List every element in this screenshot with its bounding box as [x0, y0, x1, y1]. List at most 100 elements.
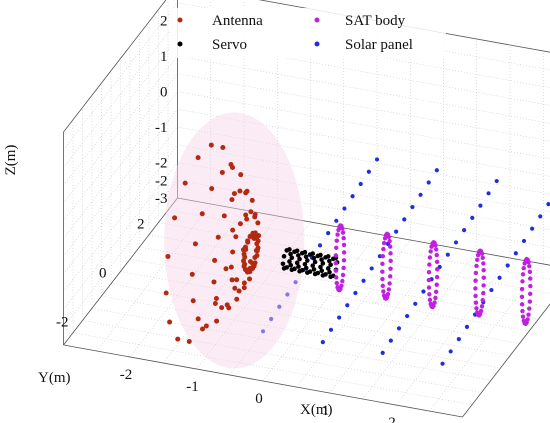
- servo-point: [296, 253, 301, 258]
- sat-body-point: [481, 290, 486, 296]
- grid-line: [262, 233, 378, 382]
- servo-point: [299, 267, 305, 273]
- sat-body-point: [429, 244, 434, 249]
- antenna-point: [186, 339, 192, 345]
- sat-body-point: [427, 292, 432, 297]
- servo-point: [331, 256, 336, 262]
- antenna-point: [243, 190, 249, 196]
- sat-body-point: [388, 258, 393, 264]
- sat-body-point: [341, 265, 346, 271]
- sat-body-point: [387, 238, 392, 244]
- sat-body-point: [388, 251, 393, 256]
- grid-layer: [63, 0, 550, 418]
- sat-body-point: [380, 269, 385, 274]
- grid-line: [101, 295, 501, 369]
- antenna-point: [231, 191, 237, 197]
- sat-body-point: [427, 262, 432, 267]
- z-tick-label: -1: [155, 120, 168, 136]
- sat-body-point: [473, 278, 478, 283]
- antenna-point: [241, 251, 247, 257]
- antenna-point: [230, 227, 236, 233]
- antenna-point: [249, 197, 255, 203]
- solar-panel-point: [328, 327, 334, 332]
- legend-item-solar-panel: Solar panel: [314, 37, 413, 53]
- antenna-point: [195, 155, 201, 161]
- grid-line: [395, 257, 511, 406]
- solar-panel-point: [497, 275, 502, 280]
- antenna-point: [192, 241, 198, 247]
- sat-body-point: [520, 314, 526, 319]
- grid-line: [362, 251, 477, 400]
- antenna-point: [247, 276, 253, 282]
- antenna-point: [229, 277, 235, 283]
- sat-body-point: [528, 291, 533, 297]
- sat-body-point: [333, 253, 339, 258]
- sat-body-point: [521, 266, 526, 271]
- grid-line: [462, 303, 550, 418]
- solar-panel-point: [421, 289, 426, 294]
- sat-body-point: [427, 255, 433, 260]
- sat-body-point: [435, 267, 440, 272]
- sat-body-point: [426, 285, 432, 290]
- solar-panel-point: [260, 329, 266, 334]
- servo-point: [305, 258, 310, 263]
- solar-panel-point: [445, 252, 450, 257]
- servo-point: [294, 260, 300, 266]
- sat-body-point: [474, 263, 479, 269]
- antenna-point: [175, 336, 181, 342]
- grid-line: [129, 209, 245, 358]
- sat-body-point: [427, 297, 433, 303]
- antenna-point: [223, 266, 229, 272]
- antenna-point: [236, 288, 242, 294]
- servo-point: [315, 270, 321, 276]
- servo-point: [303, 254, 309, 260]
- sat-body-point: [341, 242, 347, 248]
- antenna-point: [209, 186, 215, 192]
- antenna-point: [229, 197, 235, 203]
- antenna-point: [250, 261, 256, 267]
- solar-panel-point: [405, 313, 410, 319]
- antenna-point: [248, 209, 254, 215]
- antenna-point: [199, 211, 205, 217]
- solar-panel-point: [326, 231, 331, 236]
- sat-body-point: [519, 294, 525, 300]
- legend: Antenna Servo SAT body Solar panel: [170, 8, 446, 58]
- solar-panel-point: [410, 204, 415, 210]
- axis-edge: [63, 0, 167, 133]
- sat-body-point: [387, 281, 392, 286]
- solar-panel-point: [293, 280, 298, 285]
- grid-line: [63, 144, 178, 292]
- x-tick-label: 0: [255, 391, 263, 407]
- z-axis-label: Z(m): [3, 145, 19, 176]
- servo-point: [289, 255, 295, 261]
- antenna-point: [213, 296, 219, 302]
- sat-body-point: [479, 304, 485, 309]
- solar-panel-point: [546, 202, 550, 207]
- servo-point: [292, 249, 297, 255]
- grid-line: [429, 263, 544, 412]
- servo-point: [302, 261, 308, 267]
- solar-panel-point: [538, 214, 543, 219]
- solar-panel-point: [434, 168, 439, 173]
- sat-body-point: [380, 283, 385, 289]
- solar-panel-point: [486, 191, 491, 196]
- antenna-point: [230, 249, 236, 255]
- sat-body-point: [522, 261, 527, 266]
- sat-body-point: [434, 274, 440, 280]
- antenna-point: [228, 162, 234, 168]
- solar-panel-point: [464, 324, 470, 329]
- solar-panel-point: [366, 169, 371, 174]
- solar-panel-point: [402, 217, 407, 222]
- z-tick-label: 2: [160, 14, 168, 30]
- grid-line: [91, 307, 492, 381]
- legend-marker-antenna: [177, 17, 183, 23]
- sat-body-point: [336, 227, 341, 233]
- servo-point: [327, 258, 332, 264]
- antenna-point: [203, 323, 209, 329]
- solar-panel-point: [521, 238, 527, 244]
- legend-marker-sat-body: [314, 17, 320, 23]
- sat-body-point: [341, 258, 347, 263]
- servo-point: [325, 266, 331, 271]
- grid-line: [63, 73, 178, 221]
- x-axis-label: X(m): [300, 402, 333, 418]
